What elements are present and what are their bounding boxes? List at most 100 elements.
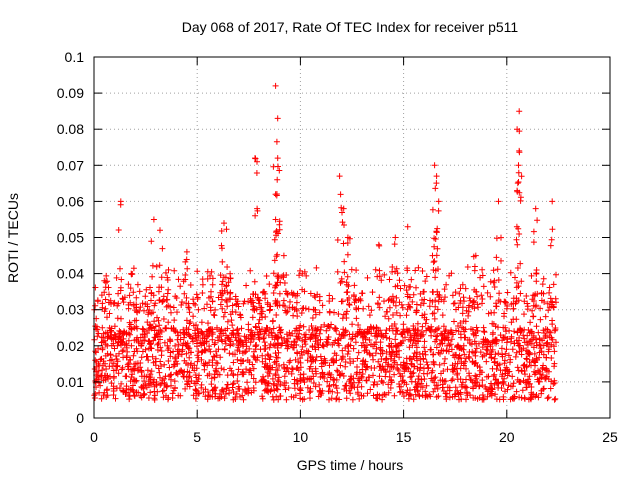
data-point: [172, 342, 179, 349]
data-point: [274, 115, 281, 122]
data-point: [100, 334, 107, 341]
data-point: [274, 176, 281, 183]
data-point: [530, 344, 537, 351]
data-point: [516, 378, 523, 385]
data-point: [319, 342, 326, 349]
data-point: [539, 281, 546, 288]
data-point: [511, 340, 518, 347]
data-point: [483, 373, 490, 380]
data-point: [300, 374, 307, 381]
data-point: [284, 364, 291, 371]
data-point: [264, 387, 271, 394]
data-point: [228, 317, 235, 324]
data-point: [496, 361, 503, 368]
data-point: [141, 378, 148, 384]
data-point: [434, 225, 441, 232]
data-point: [104, 342, 111, 349]
data-point: [144, 301, 151, 308]
data-point: [363, 363, 370, 370]
data-point: [372, 350, 379, 357]
data-point: [273, 385, 280, 392]
data-point: [156, 262, 163, 269]
data-point: [103, 272, 110, 279]
data-point: [424, 370, 431, 377]
data-point: [327, 374, 334, 381]
data-point: [461, 351, 468, 358]
data-point: [294, 349, 300, 356]
data-point: [194, 268, 201, 275]
data-point: [396, 381, 403, 387]
data-point: [254, 354, 261, 361]
data-point: [379, 396, 386, 403]
data-point: [345, 348, 352, 355]
data-point: [116, 334, 123, 341]
data-point: [313, 264, 320, 271]
data-point: [426, 391, 433, 398]
data-point: [376, 294, 383, 301]
y-tick-label: 0.05: [57, 230, 84, 246]
data-point: [530, 239, 537, 246]
data-point: [370, 381, 377, 388]
data-point: [222, 274, 229, 281]
data-point: [267, 353, 274, 360]
data-point: [192, 380, 199, 387]
data-point: [95, 360, 102, 367]
data-point: [375, 301, 382, 308]
data-point: [317, 336, 324, 343]
x-tick-label: 5: [193, 429, 201, 445]
data-point: [166, 364, 173, 371]
data-point: [118, 338, 125, 345]
data-point: [504, 336, 511, 342]
data-point: [165, 396, 171, 403]
data-point: [422, 278, 429, 285]
data-point: [370, 343, 376, 350]
data-point: [99, 345, 106, 351]
data-point: [302, 341, 309, 348]
data-point: [240, 371, 247, 378]
data-point: [219, 281, 225, 288]
data-point: [513, 388, 520, 395]
data-point: [517, 260, 524, 267]
data-point: [119, 296, 126, 303]
data-point: [126, 292, 133, 299]
data-point: [435, 207, 442, 214]
data-point: [275, 396, 282, 403]
data-point: [437, 350, 443, 357]
data-point: [492, 337, 499, 344]
data-point: [212, 306, 219, 313]
data-point: [483, 385, 490, 392]
data-point: [316, 381, 323, 388]
data-point: [135, 389, 142, 396]
data-point: [149, 273, 156, 280]
data-point: [428, 369, 435, 376]
data-point: [171, 267, 178, 274]
data-point: [389, 327, 396, 334]
data-point: [401, 361, 408, 368]
data-point: [200, 360, 207, 367]
data-point: [185, 331, 192, 338]
data-point: [321, 321, 328, 328]
data-point: [141, 391, 148, 398]
data-point: [259, 395, 266, 402]
data-point: [120, 299, 127, 306]
data-point: [121, 328, 127, 335]
data-point: [528, 272, 535, 279]
data-point: [364, 274, 371, 281]
data-point: [454, 376, 461, 383]
data-point: [266, 307, 273, 314]
data-point: [108, 356, 115, 363]
data-point: [541, 335, 547, 341]
data-point: [186, 304, 193, 311]
data-point: [294, 313, 301, 320]
data-point: [410, 291, 417, 298]
data-point: [168, 376, 174, 383]
data-point: [113, 274, 120, 281]
data-point: [518, 278, 525, 285]
data-point: [145, 309, 152, 316]
data-point: [294, 380, 301, 387]
data-point: [115, 300, 122, 307]
data-point: [532, 369, 539, 376]
data-point: [285, 343, 292, 350]
data-point: [234, 298, 241, 305]
data-point: [219, 386, 226, 393]
